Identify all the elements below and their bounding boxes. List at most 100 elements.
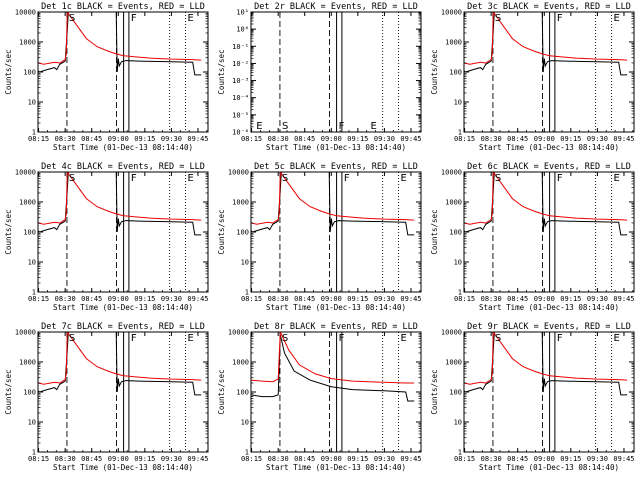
- x-tick-label: 08:30: [55, 455, 76, 463]
- panel-2: Det 2r BLACK = Events, RED = LLD 08:15 08:…: [217, 2, 422, 152]
- y-tick-label: 10⁻¹: [232, 43, 249, 51]
- panel-1: Det 1c BLACK = Events, RED = LLD 08:15 08:…: [4, 2, 209, 152]
- y-tick-label: 10000: [15, 9, 36, 17]
- x-tick-label: 09:45: [613, 135, 634, 143]
- y-axis-label: Counts/sec: [430, 49, 439, 94]
- panel-title: Det 8r BLACK = Events, RED = LLD: [254, 322, 418, 332]
- x-axis-label: Start Time (01-Dec-13 08:14:40): [266, 303, 406, 312]
- y-axis-label: Counts/sec: [217, 209, 226, 254]
- x-tick-label: 09:30: [374, 295, 395, 303]
- y-tick-label: 100: [23, 229, 36, 237]
- y-tick-label: 10000: [228, 169, 249, 177]
- x-axis-label: Start Time (01-Dec-13 08:14:40): [266, 463, 406, 472]
- event-marker: F: [339, 121, 345, 132]
- x-tick-label: 08:15: [28, 135, 49, 143]
- y-tick-label: 1000: [445, 39, 462, 47]
- event-marker: E: [370, 121, 376, 132]
- series-lld: [251, 332, 415, 384]
- y-tick-label: 1000: [232, 359, 249, 367]
- plot-frame: [37, 331, 209, 453]
- event-marker: F: [131, 173, 137, 184]
- x-tick-label: 09:00: [108, 295, 129, 303]
- x-tick-label: 09:45: [400, 135, 421, 143]
- x-tick-label: 08:45: [294, 295, 315, 303]
- y-tick-label: 100: [23, 389, 36, 397]
- y-axis-label: Counts/sec: [4, 209, 13, 254]
- y-tick-label: 10000: [228, 329, 249, 337]
- series-lld: [464, 172, 628, 225]
- series-events: [38, 332, 202, 396]
- event-marker: E: [401, 333, 407, 344]
- event-marker: F: [344, 173, 350, 184]
- x-axis-label: Start Time (01-Dec-13 08:14:40): [266, 143, 406, 152]
- x-tick-label: 09:00: [321, 455, 342, 463]
- y-tick-label: 10000: [441, 329, 462, 337]
- x-tick-label: 08:30: [268, 295, 289, 303]
- x-tick-label: 08:30: [481, 295, 502, 303]
- y-tick-label: 10: [28, 419, 36, 427]
- x-tick-label: 09:30: [161, 295, 182, 303]
- y-tick-label: 100: [236, 229, 249, 237]
- y-tick-label: 10000: [15, 329, 36, 337]
- y-tick-label: 10⁰: [236, 26, 249, 34]
- x-tick-label: 09:30: [374, 455, 395, 463]
- plot-frame: [37, 11, 209, 133]
- y-tick-label: 1: [32, 449, 36, 457]
- x-tick-label: 09:45: [187, 295, 208, 303]
- x-tick-label: 08:45: [294, 455, 315, 463]
- panel-8: Det 8r BLACK = Events, RED = LLD 08:15 08:…: [217, 322, 422, 472]
- y-tick-label: 1: [245, 289, 249, 297]
- panel-7: Det 7c BLACK = Events, RED = LLD 08:15 08:…: [4, 322, 209, 472]
- x-tick-label: 08:15: [241, 135, 262, 143]
- y-tick-label: 100: [449, 69, 462, 77]
- series-lld: [38, 12, 202, 65]
- panel-title: Det 4c BLACK = Events, RED = LLD: [41, 162, 205, 172]
- panel-title: Det 5c BLACK = Events, RED = LLD: [254, 162, 418, 172]
- y-axis-label: Counts/sec: [430, 369, 439, 414]
- panel-title: Det 7c BLACK = Events, RED = LLD: [41, 322, 205, 332]
- x-tick-label: 08:30: [268, 455, 289, 463]
- series-events: [464, 172, 628, 236]
- x-tick-label: 08:30: [268, 135, 289, 143]
- series-events: [38, 12, 202, 76]
- y-tick-label: 1: [32, 129, 36, 137]
- x-axis-label: Start Time (01-Dec-13 08:14:40): [53, 143, 193, 152]
- x-tick-label: 08:30: [55, 295, 76, 303]
- series-events: [464, 12, 628, 76]
- event-marker: S: [282, 173, 288, 184]
- x-axis-label: Start Time (01-Dec-13 08:14:40): [53, 463, 193, 472]
- event-marker: F: [557, 13, 563, 24]
- x-tick-label: 09:00: [534, 455, 555, 463]
- x-tick-label: 08:45: [81, 455, 102, 463]
- x-tick-label: 09:30: [161, 135, 182, 143]
- y-tick-label: 100: [449, 389, 462, 397]
- plot-frame: [37, 171, 209, 293]
- series-events: [251, 172, 415, 236]
- panel-title: Det 9r BLACK = Events, RED = LLD: [467, 322, 631, 332]
- plot-frame: [463, 11, 635, 133]
- y-tick-label: 100: [23, 69, 36, 77]
- plot-frame: [250, 331, 422, 453]
- x-tick-label: 09:30: [161, 455, 182, 463]
- event-marker: S: [282, 121, 288, 132]
- panel-title: Det 2r BLACK = Events, RED = LLD: [254, 2, 418, 12]
- y-tick-label: 1: [458, 449, 462, 457]
- x-tick-label: 09:00: [108, 455, 129, 463]
- x-tick-label: 09:00: [534, 295, 555, 303]
- panel-title: Det 3c BLACK = Events, RED = LLD: [467, 2, 631, 12]
- y-tick-label: 10: [454, 99, 462, 107]
- x-tick-label: 09:00: [108, 135, 129, 143]
- y-tick-label: 1: [245, 449, 249, 457]
- x-tick-label: 09:15: [134, 135, 155, 143]
- y-tick-label: 10¹: [236, 9, 249, 17]
- series-lld: [464, 12, 628, 65]
- x-axis-label: Start Time (01-Dec-13 08:14:40): [479, 303, 619, 312]
- series-events: [38, 172, 202, 236]
- x-tick-label: 08:45: [81, 295, 102, 303]
- y-tick-label: 10000: [15, 169, 36, 177]
- event-marker: F: [339, 333, 345, 344]
- y-tick-label: 10: [454, 419, 462, 427]
- x-tick-label: 08:45: [294, 135, 315, 143]
- x-tick-label: 09:00: [321, 135, 342, 143]
- event-marker: E: [256, 121, 262, 132]
